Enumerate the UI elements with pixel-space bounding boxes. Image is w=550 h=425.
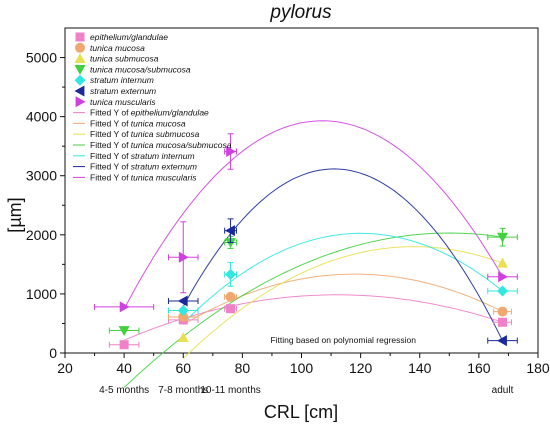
data-points	[94, 133, 518, 350]
legend-fit-label: Fitted Y of tunica mucosa	[90, 118, 186, 128]
data-point	[497, 306, 508, 317]
data-point	[75, 42, 85, 53]
y-tick-label: 4000	[26, 109, 57, 125]
age-label: 10-11 months	[200, 385, 260, 396]
y-tick-label: 0	[49, 345, 57, 361]
legend-fit-label: Fitted Y of tunica muscularis	[90, 172, 197, 182]
legend-fit-prefix: Fitted Y of	[90, 140, 131, 150]
legend-label: stratum externum	[90, 86, 156, 96]
legend-fit-label: Fitted Y of epithelium/glandulae	[90, 108, 209, 118]
data-point	[226, 146, 237, 157]
data-point	[498, 317, 508, 327]
x-tick-label: 180	[526, 360, 550, 376]
age-label: 7-8 months	[158, 385, 208, 396]
legend-label: epithelium/glandulae	[90, 32, 168, 42]
legend-label: tunica muscularis	[90, 97, 156, 107]
legend-label: stratum internum	[90, 75, 154, 85]
data-point	[74, 53, 86, 63]
y-tick-label: 3000	[26, 168, 57, 184]
x-tick-label: 160	[467, 360, 491, 376]
y-axis-title: [µm]	[5, 197, 25, 232]
data-point	[497, 257, 509, 268]
legend-fit-prefix: Fitted Y of	[90, 108, 131, 118]
legend-fit-prefix: Fitted Y of	[90, 172, 131, 182]
data-point	[74, 74, 86, 86]
fit-curve	[123, 232, 503, 388]
legend-fit-series-name: tunica submucosa	[131, 129, 200, 139]
data-point	[119, 301, 130, 313]
data-point	[225, 238, 237, 248]
data-point	[75, 32, 85, 42]
data-point	[178, 251, 189, 263]
y-tick-label: 2000	[26, 227, 57, 243]
legend-fit-series-name: epithelium/glandulae	[131, 108, 209, 118]
data-point	[225, 268, 237, 280]
legend-fit-series-name: tunica muscularis	[131, 172, 197, 182]
legend-fit-label: Fitted Y of stratum externum	[90, 162, 197, 172]
x-tick-label: 80	[235, 360, 251, 376]
x-tick-label: 20	[57, 360, 73, 376]
fit-curve	[182, 232, 503, 324]
data-point	[74, 65, 86, 75]
y-tick-label: 5000	[26, 50, 57, 66]
data-point	[497, 335, 507, 347]
legend-label: tunica mucosa	[90, 43, 145, 53]
data-point	[119, 340, 129, 350]
data-point	[226, 304, 236, 314]
x-axis-title: CRL [cm]	[264, 402, 338, 422]
fit-curve	[182, 168, 503, 341]
legend-fit-prefix: Fitted Y of	[90, 118, 131, 128]
data-point	[225, 291, 236, 302]
y-tick-label: 1000	[26, 286, 57, 302]
legend-fit-series-name: stratum externum	[131, 162, 197, 172]
legend-fit-label: Fitted Y of stratum internum	[90, 151, 195, 161]
data-point	[177, 295, 188, 307]
x-tick-label: 40	[116, 360, 132, 376]
x-tick-label: 100	[290, 360, 314, 376]
data-point	[498, 271, 509, 283]
data-point	[225, 225, 235, 237]
data-point	[497, 285, 509, 297]
legend-label: tunica mucosa/submucosa	[90, 64, 191, 74]
fit-curve	[123, 120, 503, 310]
data-point	[497, 232, 509, 243]
data-point	[177, 332, 189, 343]
x-tick-label: 60	[175, 360, 191, 376]
data-point	[75, 96, 86, 108]
legend-fit-series-name: tunica mucosa/submucosa	[131, 140, 232, 150]
x-tick-label: 120	[349, 360, 373, 376]
chart-title: pylorus	[269, 2, 332, 23]
legend-fit-prefix: Fitted Y of	[90, 162, 131, 172]
legend-fit-label: Fitted Y of tunica submucosa	[90, 129, 200, 139]
data-point	[177, 304, 189, 316]
x-tick-label: 140	[408, 360, 432, 376]
legend-fit-series-name: stratum internum	[131, 151, 195, 161]
legend-fit-prefix: Fitted Y of	[90, 151, 131, 161]
age-label: adult	[492, 385, 514, 396]
data-point	[118, 326, 130, 337]
legend-fit-series-name: tunica mucosa	[131, 118, 186, 128]
age-label: 4-5 months	[99, 385, 149, 396]
data-point	[74, 85, 85, 97]
fit-note: Fitting based on polynomial regression	[270, 335, 416, 345]
legend-label: tunica submucosa	[90, 54, 159, 64]
legend-fit-label: Fitted Y of tunica mucosa/submucosa	[90, 140, 232, 150]
axes: 20 40 60 80 100 120 140 160 180 0 1000 2000 3000 4000…	[26, 50, 550, 396]
data-point	[178, 311, 189, 322]
legend-fit-prefix: Fitted Y of	[90, 129, 131, 139]
